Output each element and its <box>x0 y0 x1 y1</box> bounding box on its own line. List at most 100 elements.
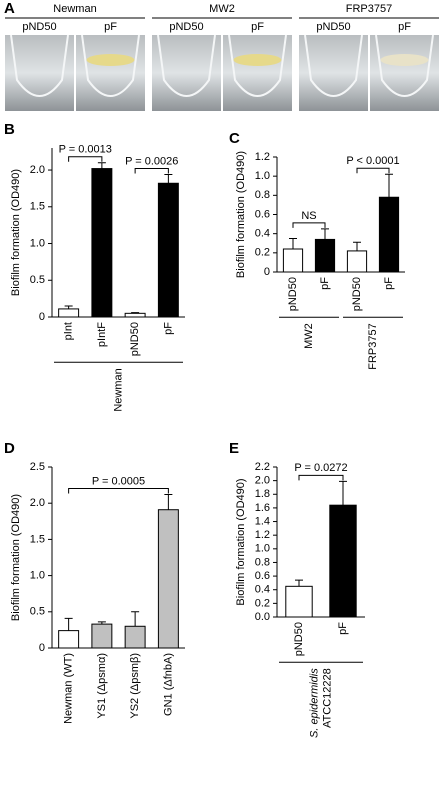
significance-bracket <box>292 222 326 228</box>
error-bar <box>131 312 140 314</box>
y-tick-label: 2.5 <box>30 461 45 473</box>
y-tick-label: 0.8 <box>255 189 270 201</box>
significance-label: P = 0.0272 <box>294 462 347 474</box>
lane-label: pND50 <box>316 21 350 33</box>
error-bar <box>295 579 303 587</box>
error-bar <box>64 305 73 309</box>
y-tick-label: 0 <box>39 311 45 323</box>
error-bar <box>164 173 173 184</box>
significance-bracket <box>68 156 103 162</box>
error-bar <box>289 237 297 249</box>
y-tick-label: 1.0 <box>30 570 45 582</box>
bar <box>157 182 179 318</box>
y-tick-label: 1.5 <box>30 533 45 545</box>
significance-bracket <box>356 167 390 174</box>
tube-outline <box>81 34 140 97</box>
tube-outline <box>157 34 216 97</box>
bar <box>91 168 113 318</box>
lane-label: pND50 <box>22 21 56 33</box>
tube-outline <box>228 34 287 97</box>
tube-outline <box>304 34 363 97</box>
group-label: Newman <box>112 368 124 411</box>
y-axis-label: Biofilm formation (OD490) <box>235 151 247 278</box>
y-tick-label: 0.6 <box>255 570 270 582</box>
x-tick-label: pND50 <box>129 322 141 356</box>
group-label: S. epidermidis <box>308 668 320 738</box>
x-tick-label: pND50 <box>287 277 299 311</box>
significance-label: P < 0.0001 <box>346 155 399 167</box>
error-bar <box>97 621 106 625</box>
error-bar <box>339 480 347 506</box>
group-name: MW2 <box>209 3 235 15</box>
bar <box>282 248 304 273</box>
significance-label: P = 0.0013 <box>59 144 112 156</box>
y-tick-label: 1.8 <box>255 488 270 500</box>
y-tick-label: 2.2 <box>255 461 270 473</box>
bar <box>58 308 80 318</box>
x-tick-label: pND50 <box>351 277 363 311</box>
y-axis-label: Biofilm formation (OD490) <box>10 494 22 621</box>
y-tick-label: 0 <box>39 642 45 654</box>
bar <box>314 238 336 273</box>
x-tick-label: GN1 (ΔfnbA) <box>162 653 174 716</box>
y-tick-label: 2.0 <box>30 497 45 509</box>
group-name: FRP3757 <box>346 3 392 15</box>
bar <box>91 623 113 649</box>
group-label: MW2 <box>303 323 315 349</box>
biofilm <box>86 54 135 66</box>
y-tick-label: 1.0 <box>30 237 45 249</box>
y-tick-label: 1.4 <box>255 515 270 527</box>
error-bar <box>64 617 73 631</box>
bar <box>124 312 146 318</box>
y-tick-label: 0.2 <box>255 597 270 609</box>
y-tick-label: 1.0 <box>255 543 270 555</box>
lane-label: pF <box>398 21 411 33</box>
x-tick-label: pF <box>162 322 174 335</box>
panel-letter: E <box>229 440 239 457</box>
error-bar <box>385 173 393 198</box>
biofilm <box>233 54 282 66</box>
x-tick-label: pND50 <box>293 622 305 656</box>
error-bar <box>131 611 140 627</box>
y-tick-label: 2.0 <box>255 475 270 487</box>
significance-label: P = 0.0005 <box>92 475 145 487</box>
bar <box>285 585 313 618</box>
y-tick-label: 0.5 <box>30 274 45 286</box>
error-bar <box>164 494 173 510</box>
x-tick-label: YS2 (Δpsmβ) <box>129 653 141 719</box>
y-tick-label: 1.2 <box>255 529 270 541</box>
panel-letter: C <box>229 130 240 147</box>
x-tick-label: pF <box>319 277 331 290</box>
significance-bracket <box>134 167 169 174</box>
x-tick-label: pF <box>383 277 395 290</box>
group-name: Newman <box>53 3 96 15</box>
y-tick-label: 0.2 <box>255 247 270 259</box>
lane-label: pF <box>104 21 117 33</box>
error-bar <box>321 228 329 240</box>
y-axis-label: Biofilm formation (OD490) <box>235 478 247 605</box>
significance-bracket <box>68 488 169 494</box>
error-bar <box>353 241 361 251</box>
y-tick-label: 0.6 <box>255 208 270 220</box>
y-tick-label: 1.6 <box>255 502 270 514</box>
y-tick-label: 0.0 <box>255 611 270 623</box>
y-tick-label: 0.4 <box>255 228 270 240</box>
y-tick-label: 2.0 <box>30 164 45 176</box>
y-tick-label: 0.4 <box>255 584 270 596</box>
bar <box>329 504 357 618</box>
x-tick-label: Newman (WT) <box>63 653 75 724</box>
x-tick-label: pIntF <box>96 322 108 347</box>
y-tick-label: 1.2 <box>255 151 270 163</box>
panel-letter: D <box>4 440 15 457</box>
lane-label: pF <box>251 21 264 33</box>
y-tick-label: 1.0 <box>255 170 270 182</box>
group-label: FRP3757 <box>367 323 379 369</box>
panel-letter: B <box>4 121 15 138</box>
bar <box>124 625 146 649</box>
bar <box>378 196 400 273</box>
y-axis-label: Biofilm formation (OD490) <box>10 169 22 296</box>
y-tick-label: 0.5 <box>30 606 45 618</box>
tube-outline <box>10 34 69 97</box>
error-bar <box>97 162 106 169</box>
